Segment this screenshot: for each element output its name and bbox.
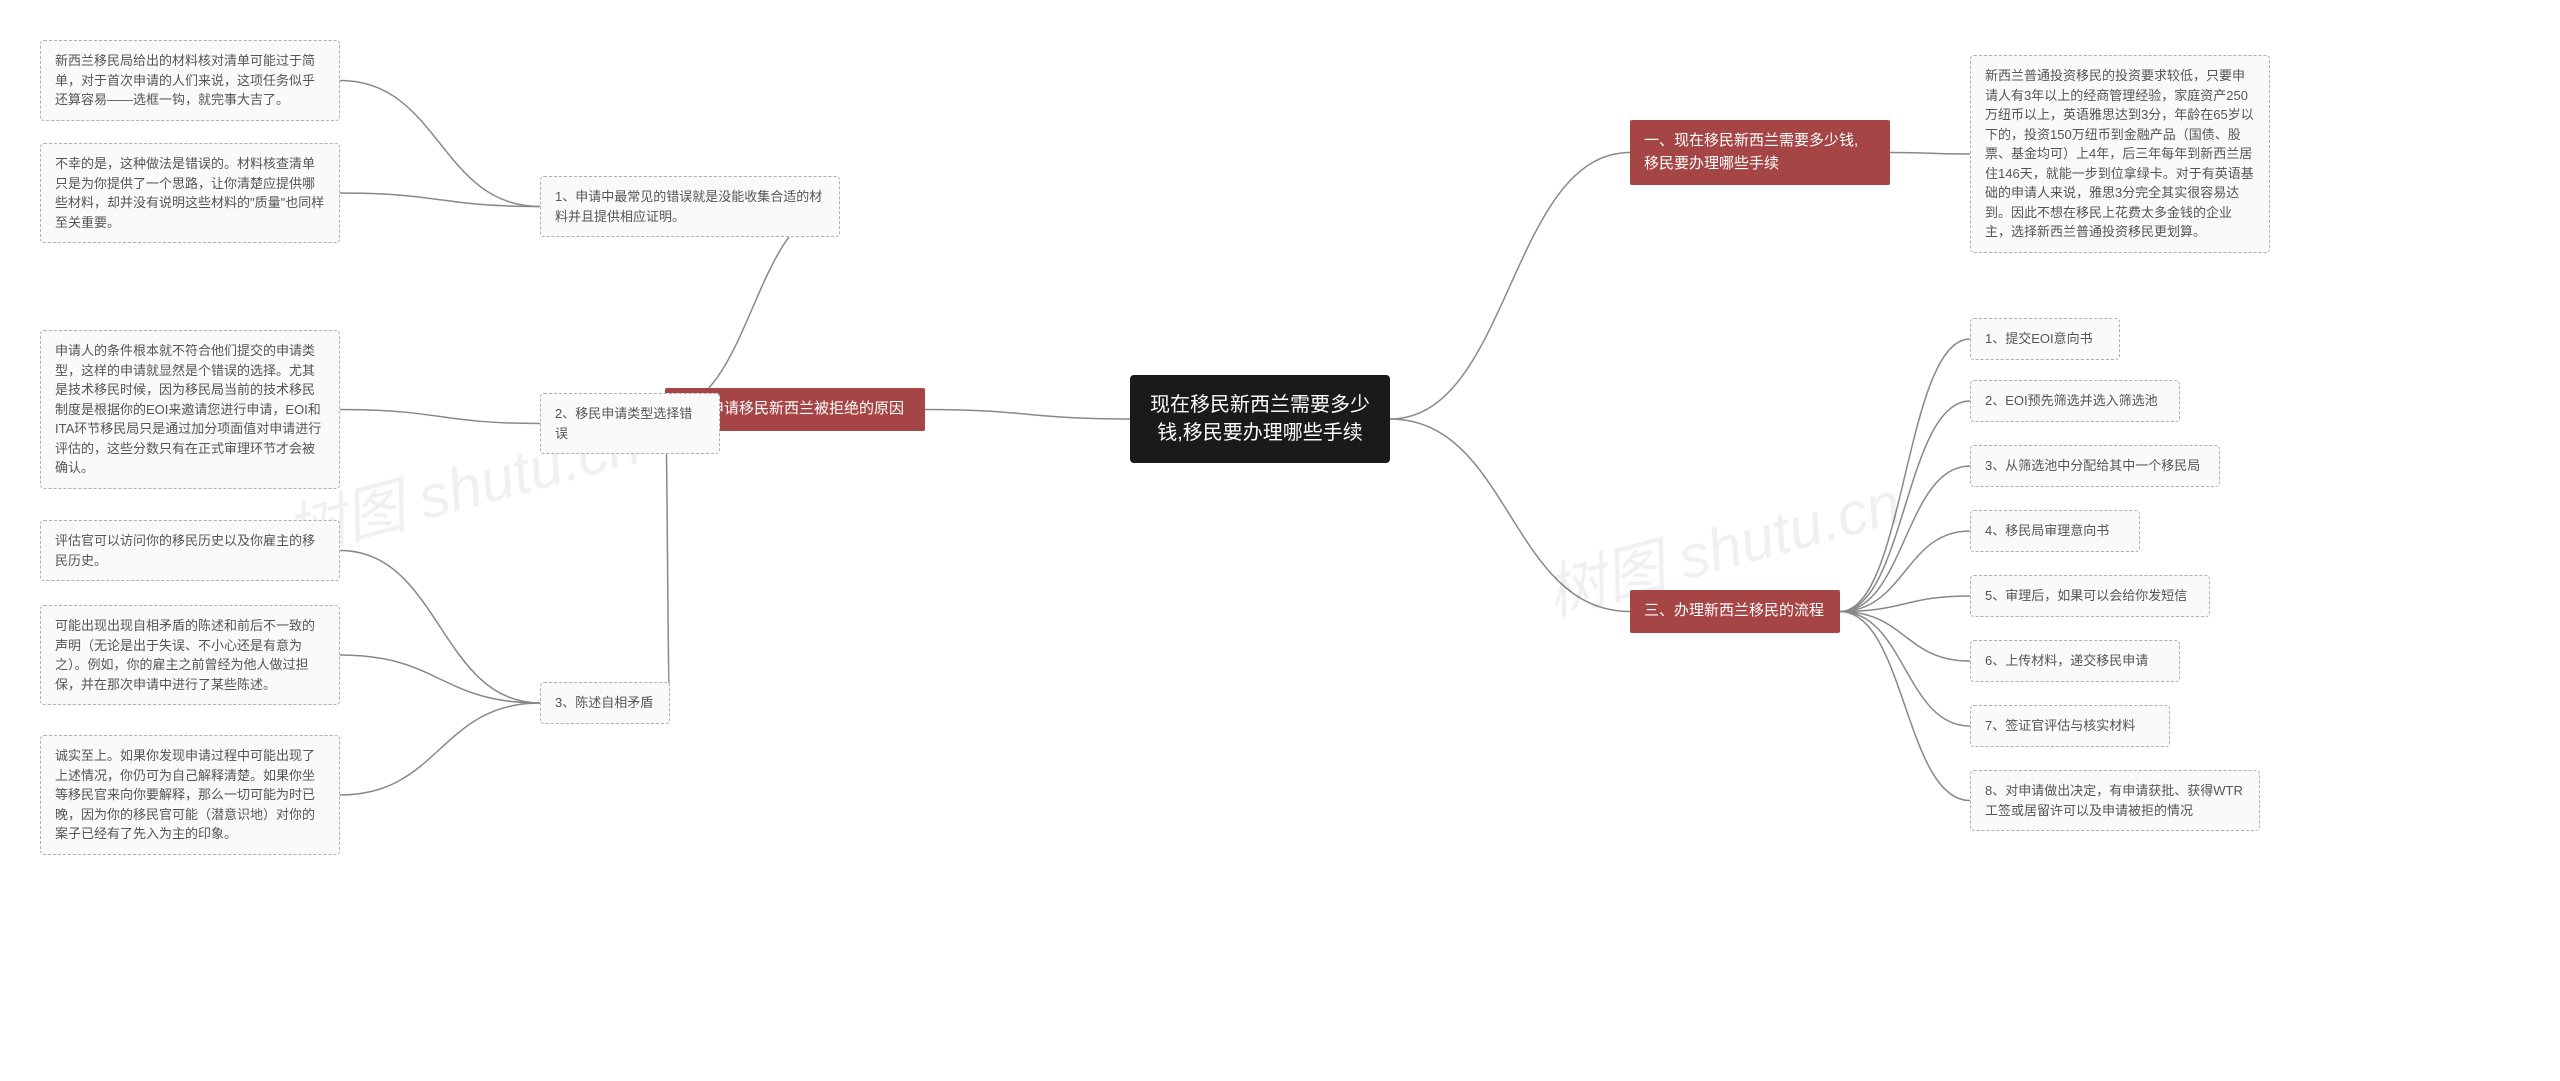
branch-one[interactable]: 一、现在移民新西兰需要多少钱,移民要办理哪些手续 — [1630, 120, 1890, 185]
leaf-step-5[interactable]: 5、审理后，如果可以会给你发短信 — [1970, 575, 2210, 617]
leaf-reason-3c[interactable]: 诚实至上。如果你发现申请过程中可能出现了上述情况，你仍可为自己解释清楚。如果你坐… — [40, 735, 340, 855]
center-line2: 钱,移民要办理哪些手续 — [1150, 419, 1370, 447]
leaf-step-4[interactable]: 4、移民局审理意向书 — [1970, 510, 2140, 552]
leaf-step-6[interactable]: 6、上传材料，递交移民申请 — [1970, 640, 2180, 682]
leaf-step-8[interactable]: 8、对申请做出决定，有申请获批、获得WTR工签或居留许可以及申请被拒的情况 — [1970, 770, 2260, 831]
center-line1: 现在移民新西兰需要多少 — [1150, 391, 1370, 419]
leaf-step-7[interactable]: 7、签证官评估与核实材料 — [1970, 705, 2170, 747]
leaf-reason-1[interactable]: 1、申请中最常见的错误就是没能收集合适的材料并且提供相应证明。 — [540, 176, 840, 237]
leaf-reason-1a[interactable]: 新西兰移民局给出的材料核对清单可能过于简单，对于首次申请的人们来说，这项任务似乎… — [40, 40, 340, 121]
leaf-reason-2[interactable]: 2、移民申请类型选择错误 — [540, 393, 720, 454]
center-topic[interactable]: 现在移民新西兰需要多少 钱,移民要办理哪些手续 — [1130, 375, 1390, 463]
leaf-step-3[interactable]: 3、从筛选池中分配给其中一个移民局 — [1970, 445, 2220, 487]
leaf-step-1[interactable]: 1、提交EOI意向书 — [1970, 318, 2120, 360]
leaf-step-2[interactable]: 2、EOI预先筛选并选入筛选池 — [1970, 380, 2180, 422]
leaf-investment-info[interactable]: 新西兰普通投资移民的投资要求较低，只要申请人有3年以上的经商管理经验，家庭资产2… — [1970, 55, 2270, 253]
leaf-reason-3b[interactable]: 可能出现出现自相矛盾的陈述和前后不一致的声明（无论是出于失误、不小心还是有意为之… — [40, 605, 340, 705]
leaf-reason-3a[interactable]: 评估官可以访问你的移民历史以及你雇主的移民历史。 — [40, 520, 340, 581]
leaf-reason-2a[interactable]: 申请人的条件根本就不符合他们提交的申请类型，这样的申请就显然是个错误的选择。尤其… — [40, 330, 340, 489]
leaf-reason-1b[interactable]: 不幸的是，这种做法是错误的。材料核查清单只是为你提供了一个思路，让你清楚应提供哪… — [40, 143, 340, 243]
leaf-reason-3[interactable]: 3、陈述自相矛盾 — [540, 682, 670, 724]
branch-three[interactable]: 三、办理新西兰移民的流程 — [1630, 590, 1840, 633]
